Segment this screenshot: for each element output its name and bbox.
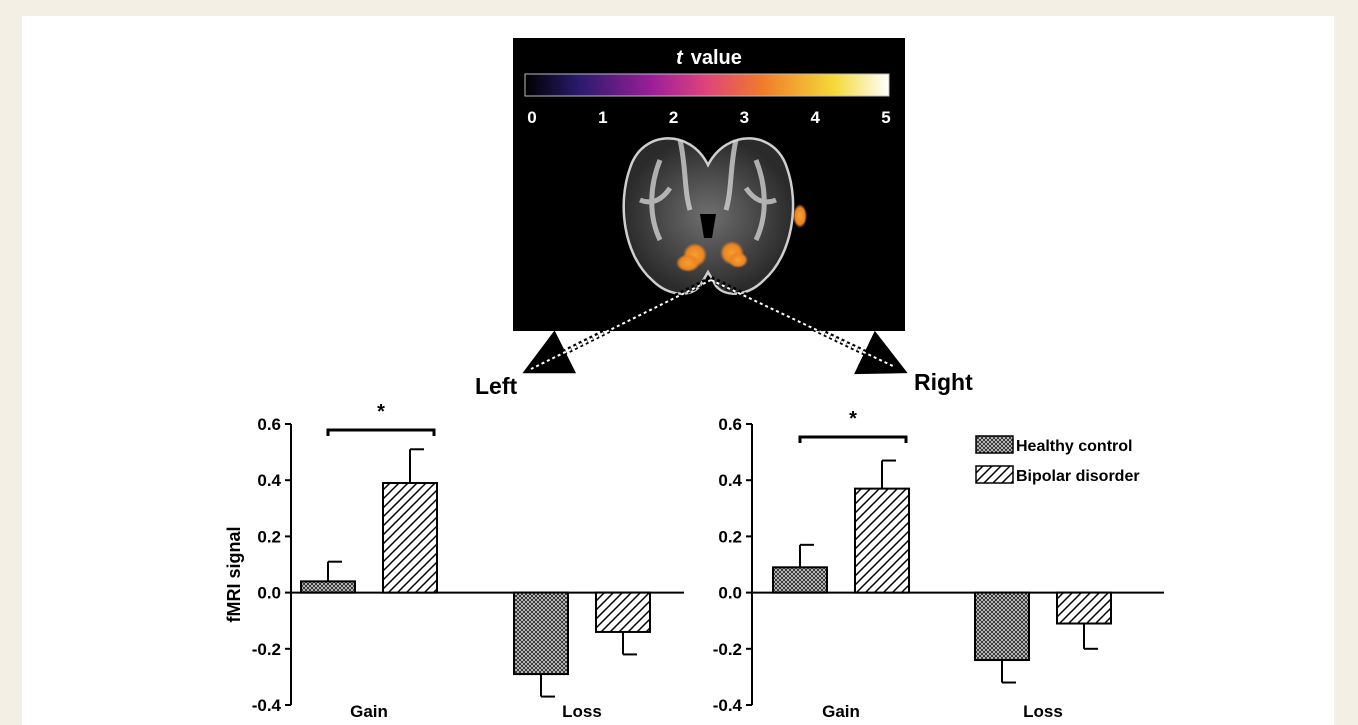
y-tick-label: -0.4 bbox=[713, 696, 743, 715]
significance-bracket bbox=[798, 435, 908, 443]
bar bbox=[382, 482, 438, 594]
y-tick-label: -0.4 bbox=[252, 696, 282, 715]
colorbar-tick-label: 5 bbox=[881, 108, 890, 127]
significance-star: * bbox=[377, 401, 385, 423]
y-tick-label: 0.6 bbox=[257, 415, 281, 434]
colorbar-ticks: 0 1 2 3 4 5 bbox=[527, 108, 890, 127]
y-tick-label: 0.2 bbox=[257, 527, 281, 546]
x-category-label: Loss bbox=[562, 702, 602, 721]
bar bbox=[595, 591, 651, 633]
brain-image: t value 0 1 2 3 4 5 bbox=[513, 38, 908, 375]
colorbar-tick-label: 1 bbox=[598, 108, 607, 127]
chart-right: 0.6 0.4 0.2 0.0 -0.2 -0.4 Gain Loss * Healthy con… bbox=[713, 408, 1164, 721]
colorbar-tick-label: 2 bbox=[669, 108, 678, 127]
legend-swatch bbox=[975, 435, 1014, 454]
y-tick-label: 0.6 bbox=[718, 415, 742, 434]
colorbar-title: t value bbox=[676, 47, 742, 69]
x-category-label: Gain bbox=[822, 702, 860, 721]
panel-label-right: Right bbox=[914, 369, 973, 395]
bar bbox=[1056, 591, 1112, 625]
arrow-right-highlight bbox=[710, 279, 896, 368]
bar bbox=[300, 580, 356, 594]
colorbar bbox=[524, 73, 890, 97]
panel-label-left: Left bbox=[475, 373, 518, 399]
y-tick-label: -0.2 bbox=[713, 640, 742, 659]
brain-slice-icon bbox=[622, 137, 807, 295]
colorbar-tick-label: 4 bbox=[810, 108, 820, 127]
bar bbox=[974, 591, 1030, 662]
y-tick-label: -0.2 bbox=[252, 640, 281, 659]
legend-entry: Healthy control bbox=[1016, 438, 1132, 455]
y-tick-label: 0.2 bbox=[718, 527, 742, 546]
y-tick-label: 0.4 bbox=[718, 471, 742, 490]
bar bbox=[854, 487, 910, 594]
x-category-label: Gain bbox=[350, 702, 388, 721]
significance-bracket bbox=[326, 428, 436, 436]
bar bbox=[513, 591, 569, 676]
colorbar-tick-label: 0 bbox=[527, 108, 536, 127]
y-tick-label: 0.4 bbox=[257, 471, 281, 490]
legend-entry: Bipolar disorder bbox=[1016, 468, 1140, 485]
colorbar-tick-label: 3 bbox=[740, 108, 749, 127]
significance-star: * bbox=[849, 408, 857, 430]
y-tick-label: 0.0 bbox=[718, 584, 742, 603]
y-tick-label: 0.0 bbox=[257, 584, 281, 603]
legend-swatch bbox=[975, 465, 1014, 484]
y-axis-label: fMRI signal bbox=[224, 526, 244, 622]
bar bbox=[772, 566, 828, 594]
x-category-label: Loss bbox=[1023, 702, 1063, 721]
chart-left: 0.6 0.4 0.2 0.0 -0.2 -0.4 fMRI signal Gain Loss * bbox=[224, 401, 684, 721]
